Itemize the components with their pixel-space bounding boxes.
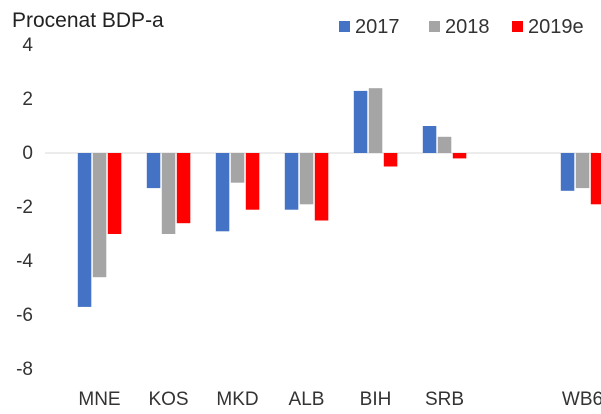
chart-title: Procenat BDP-a xyxy=(12,9,164,32)
legend-swatch-2017 xyxy=(339,21,350,32)
y-tick-label: -6 xyxy=(16,305,33,326)
x-tick-label: WB6 xyxy=(562,389,601,410)
bar-2017-kos xyxy=(146,153,161,189)
bar-2017-mne xyxy=(77,153,92,307)
y-tick-label: -4 xyxy=(16,251,33,272)
bar-2017-alb xyxy=(284,153,299,210)
bar-2018-srb xyxy=(437,136,452,153)
bar-2018-bih xyxy=(368,88,383,153)
y-tick-label: 0 xyxy=(22,143,33,164)
x-axis: MNE KOS MKD ALB BIH SRB WB6 xyxy=(78,389,601,410)
y-tick-label: -8 xyxy=(16,359,33,380)
y-axis: 4 2 0 -2 -4 -6 -8 xyxy=(16,35,33,380)
bar-2019e-srb xyxy=(452,153,467,159)
y-tick-label: 4 xyxy=(22,35,33,56)
x-tick-label: MKD xyxy=(216,389,258,410)
bar-2019e-wb6 xyxy=(590,153,601,205)
bar-2019e-mne xyxy=(107,153,122,234)
legend-label-2018: 2018 xyxy=(445,16,490,38)
bar-2019e-mkd xyxy=(245,153,260,210)
bars xyxy=(77,88,601,307)
bar-2019e-bih xyxy=(383,153,398,167)
bar-2019e-kos xyxy=(176,153,191,224)
bar-2017-wb6 xyxy=(560,153,575,191)
x-tick-label: MNE xyxy=(78,389,120,410)
bar-2019e-alb xyxy=(314,153,329,221)
bar-2018-kos xyxy=(161,153,176,234)
x-tick-label: SRB xyxy=(425,389,464,410)
x-tick-label: BIH xyxy=(360,389,392,410)
bar-2017-srb xyxy=(422,126,437,153)
y-tick-label: -2 xyxy=(16,197,33,218)
legend-label-2019e: 2019e xyxy=(528,16,584,38)
y-tick-label: 2 xyxy=(22,89,33,110)
bar-2017-mkd xyxy=(215,153,230,232)
legend-label-2017: 2017 xyxy=(355,16,400,38)
bar-2018-mne xyxy=(92,153,107,278)
x-tick-label: KOS xyxy=(148,389,188,410)
bar-2018-alb xyxy=(299,153,314,205)
bar-2018-mkd xyxy=(230,153,245,183)
legend-swatch-2019e xyxy=(512,21,523,32)
legend-swatch-2018 xyxy=(429,21,440,32)
x-tick-label: ALB xyxy=(289,389,325,410)
bar-2017-bih xyxy=(353,90,368,153)
legend: 2017 2018 2019e xyxy=(339,16,584,38)
bar-2018-wb6 xyxy=(575,153,590,189)
